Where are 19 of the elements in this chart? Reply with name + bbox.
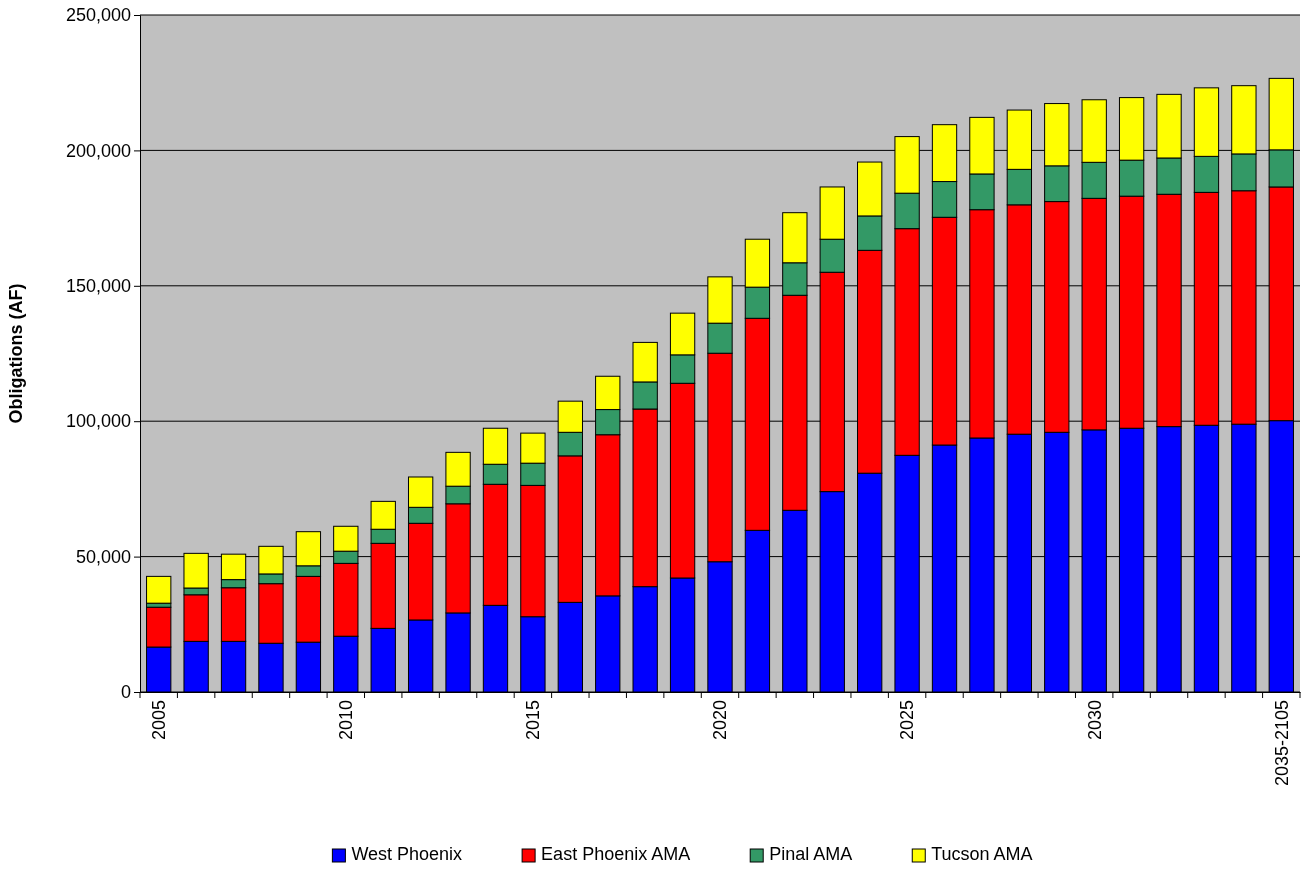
y-tick-label: 0 [120,682,131,703]
x-tick-label: 2015 [523,700,544,741]
x-tick-label: 2025 [897,700,918,741]
legend-label: West Phoenix [351,844,463,864]
legend-label: Tucson AMA [931,844,1033,864]
y-tick-label: 150,000 [65,276,131,297]
y-tick-label: 100,000 [65,411,131,432]
x-tick-label: 2010 [336,700,357,741]
x-tick-label: 2005 [149,700,170,741]
x-tick-label: 2020 [710,700,731,741]
y-tick-label: 50,000 [75,546,131,567]
y-tick-label: 250,000 [65,5,131,26]
y-axis-title: Obligations (AF) [6,283,26,424]
legend-label: East Phoenix AMA [541,844,691,864]
x-tick-label: 2030 [1084,700,1105,741]
legend-label: Pinal AMA [769,844,853,864]
y-tick-label: 200,000 [65,140,131,161]
bar [146,575,172,604]
x-tick-label: 2035-2105 [1271,700,1292,787]
